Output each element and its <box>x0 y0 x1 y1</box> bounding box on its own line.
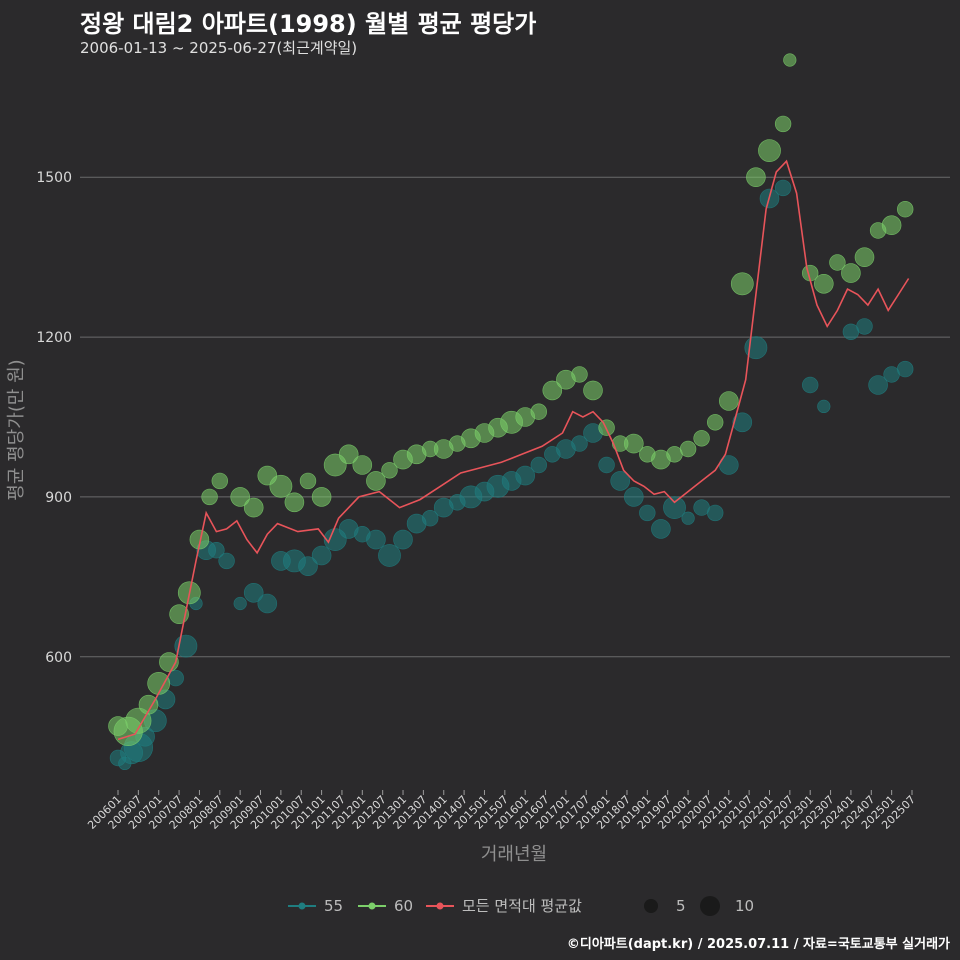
point-series-55 <box>233 596 247 611</box>
point-series-55 <box>366 529 386 550</box>
point-series-60 <box>311 487 332 507</box>
y-tick-label: 1500 <box>36 170 72 186</box>
point-series-60 <box>381 462 398 479</box>
point-series-55 <box>422 510 439 527</box>
legend-item-55: 55 <box>288 897 343 915</box>
point-series-55 <box>257 593 278 614</box>
point-series-60 <box>230 487 250 507</box>
point-series-55 <box>639 504 656 522</box>
point-series-60 <box>706 414 724 431</box>
point-series-60 <box>693 430 710 447</box>
point-series-60 <box>243 497 264 518</box>
point-series-55 <box>681 511 695 525</box>
source-credit: ©디아파트(dapt.kr) / 2025.07.11 / 자료=국토교통부 실… <box>566 937 950 952</box>
point-series-55 <box>515 465 536 486</box>
point-series-60 <box>147 672 171 695</box>
point-series-60 <box>125 707 152 734</box>
legend-item-average: 모든 면적대 평균값 <box>426 897 582 915</box>
point-series-60 <box>211 472 229 490</box>
legend-size-label-5: 5 <box>676 897 686 915</box>
point-series-60 <box>774 115 792 133</box>
point-series-55 <box>868 375 888 395</box>
average-line <box>117 159 910 741</box>
point-series-60 <box>284 492 305 513</box>
point-series-60 <box>299 472 317 490</box>
legend-label-average: 모든 면적대 평균값 <box>462 897 582 915</box>
point-series-55 <box>311 545 332 566</box>
point-series-55 <box>663 496 686 520</box>
point-series-60 <box>758 139 781 163</box>
point-series-55 <box>801 376 819 394</box>
point-series-60 <box>269 474 293 498</box>
legend-size-label-10: 10 <box>735 897 754 915</box>
point-series-60 <box>813 273 834 294</box>
y-axis-title: 평균 평당가(만 원) <box>6 359 27 500</box>
grid-lines <box>80 176 950 658</box>
y-tick-labels: 600 900 1200 1500 <box>36 170 72 666</box>
point-series-60 <box>366 471 386 491</box>
point-series-55 <box>856 318 873 335</box>
point-series-55 <box>732 412 753 433</box>
point-series-60 <box>138 694 159 715</box>
point-series-55 <box>817 399 831 414</box>
point-series-60 <box>201 488 218 506</box>
point-series-60 <box>583 380 603 401</box>
data-points <box>108 53 914 771</box>
point-series-55 <box>208 541 225 559</box>
point-series-60 <box>841 263 861 283</box>
point-series-55 <box>298 556 318 577</box>
point-series-60 <box>189 529 210 550</box>
point-series-60 <box>896 201 914 218</box>
point-series-60 <box>542 380 563 401</box>
point-series-55 <box>393 529 413 550</box>
point-series-55 <box>530 456 547 474</box>
legend-label-55: 55 <box>324 897 343 915</box>
point-series-55 <box>378 544 401 567</box>
point-series-60 <box>829 254 846 271</box>
legend: 55 60 모든 면적대 평균값 5 10 <box>288 896 754 916</box>
point-series-60 <box>730 272 754 296</box>
point-series-60 <box>854 247 875 268</box>
point-series-55 <box>571 435 588 452</box>
legend-label-60: 60 <box>394 897 413 915</box>
point-series-60 <box>881 215 902 235</box>
legend-size-10: 10 <box>700 896 754 916</box>
point-series-60 <box>530 403 547 420</box>
point-series-55 <box>896 360 914 378</box>
point-series-55 <box>774 179 792 197</box>
point-series-60 <box>746 167 766 187</box>
point-series-60 <box>338 444 359 465</box>
y-tick-label: 1200 <box>36 330 72 346</box>
y-tick-label: 900 <box>45 490 72 506</box>
point-series-60 <box>571 366 588 383</box>
chart-subtitle: 2006-01-13 ~ 2025-06-27(최근계약일) <box>80 39 358 57</box>
x-axis-title: 거래년월 <box>481 844 547 865</box>
point-series-60 <box>783 53 797 67</box>
point-series-55 <box>243 582 264 603</box>
point-series-60 <box>718 391 739 411</box>
point-series-55 <box>610 471 631 491</box>
point-series-60 <box>352 455 373 475</box>
point-series-55 <box>623 487 644 507</box>
chart-title: 정왕 대림2 아파트(1998) 월별 평균 평당가 <box>80 10 537 38</box>
legend-item-60: 60 <box>358 897 413 915</box>
x-tick-labels: 2006012006072007012007072008012008072009… <box>85 790 918 832</box>
point-series-55 <box>218 552 235 570</box>
y-tick-label: 600 <box>45 650 72 666</box>
point-series-60 <box>623 433 644 454</box>
point-series-60 <box>679 440 697 458</box>
point-series-55 <box>598 456 615 474</box>
legend-size-5: 5 <box>644 897 686 915</box>
point-series-55 <box>651 519 671 539</box>
point-series-55 <box>706 504 724 522</box>
